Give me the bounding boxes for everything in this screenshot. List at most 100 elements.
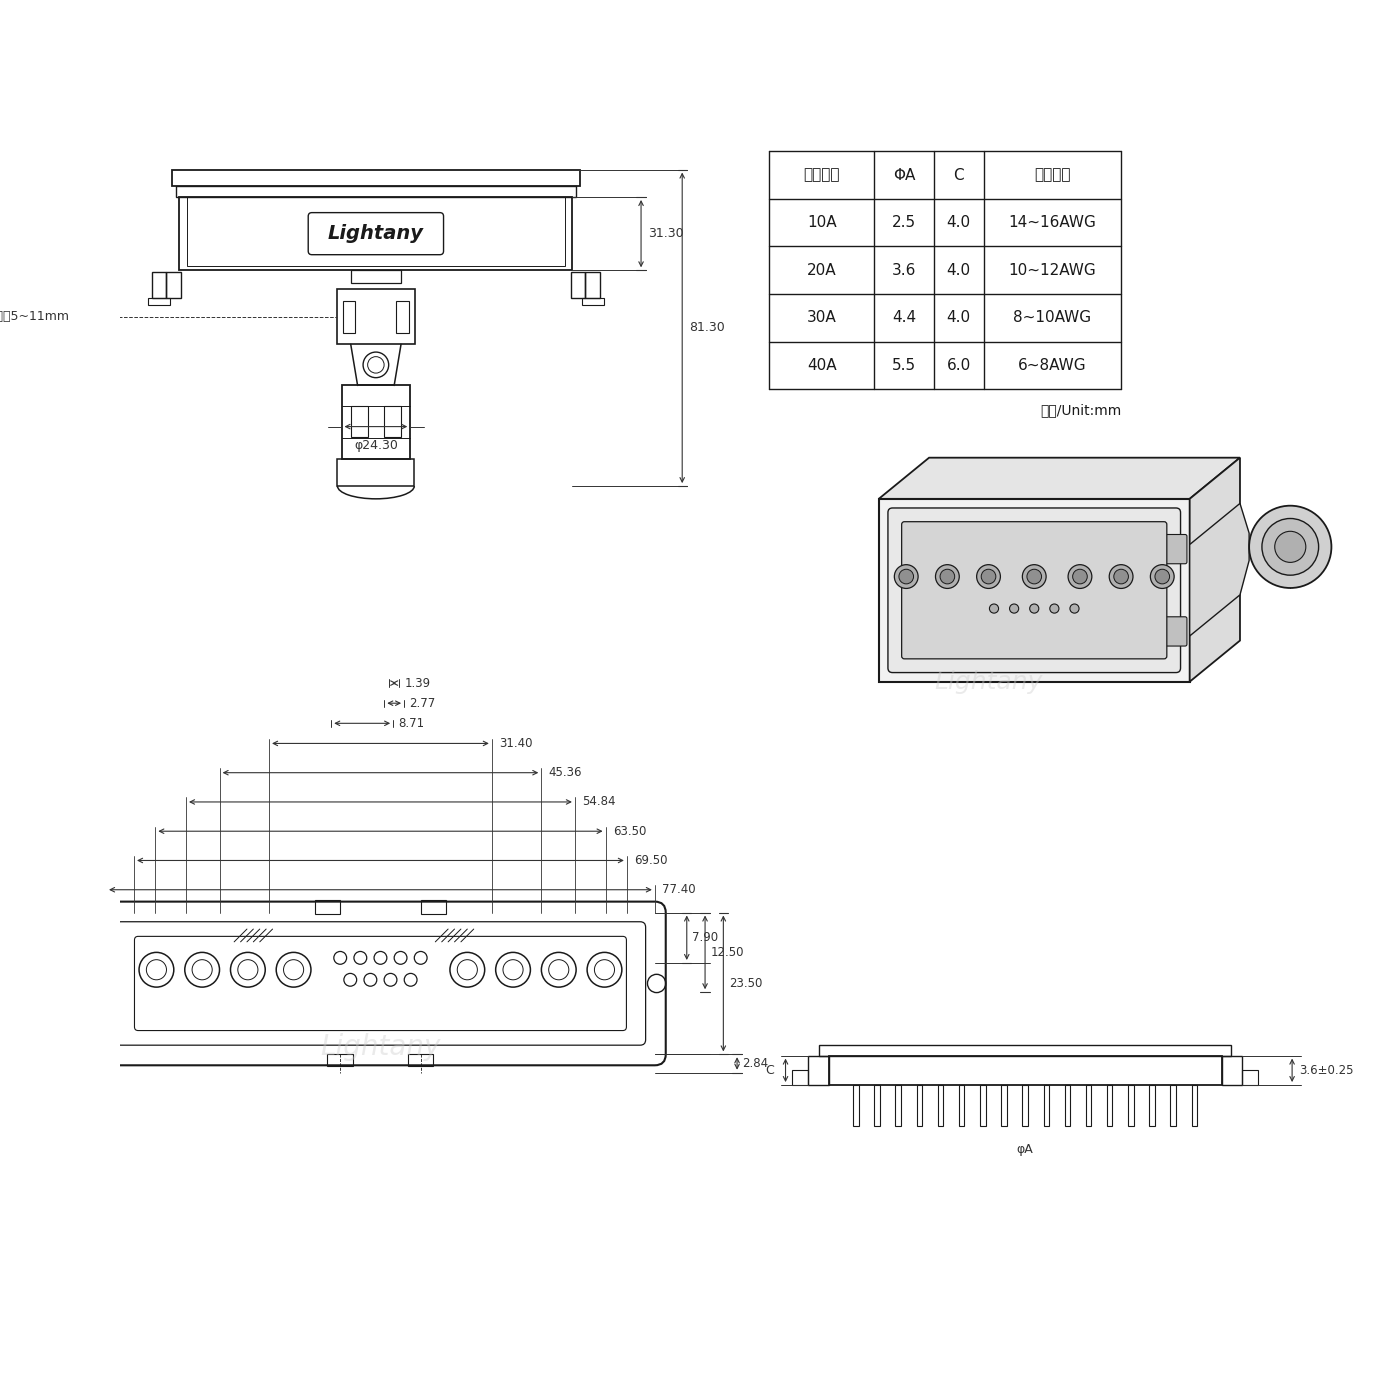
Text: φ24.30: φ24.30 xyxy=(354,440,398,452)
Bar xyxy=(581,298,603,305)
Bar xyxy=(337,459,414,486)
Circle shape xyxy=(1261,518,1319,575)
Text: 31.40: 31.40 xyxy=(498,736,532,750)
FancyBboxPatch shape xyxy=(1161,617,1187,645)
FancyBboxPatch shape xyxy=(888,508,1180,672)
Text: ΦA: ΦA xyxy=(893,168,916,182)
Bar xyxy=(407,1054,434,1067)
Circle shape xyxy=(1072,570,1088,584)
Text: 2.5: 2.5 xyxy=(892,216,916,230)
Bar xyxy=(351,406,368,437)
Bar xyxy=(1043,1085,1049,1126)
Bar xyxy=(1086,1085,1091,1126)
Bar xyxy=(585,272,601,298)
Text: Lightany: Lightany xyxy=(934,669,1043,694)
Text: 2.84: 2.84 xyxy=(742,1057,769,1070)
Circle shape xyxy=(977,564,1001,588)
Circle shape xyxy=(1155,570,1169,584)
Text: 69.50: 69.50 xyxy=(634,854,668,867)
Bar xyxy=(351,270,400,283)
Text: 3.6: 3.6 xyxy=(892,263,916,277)
Circle shape xyxy=(1275,531,1306,563)
Circle shape xyxy=(1068,564,1092,588)
Polygon shape xyxy=(1190,504,1249,636)
FancyBboxPatch shape xyxy=(95,902,666,1065)
FancyBboxPatch shape xyxy=(115,921,645,1046)
Bar xyxy=(1001,1085,1007,1126)
Bar xyxy=(959,1085,965,1126)
Text: 12.50: 12.50 xyxy=(711,946,743,959)
Text: C: C xyxy=(953,168,965,182)
Bar xyxy=(167,272,181,298)
FancyBboxPatch shape xyxy=(902,522,1166,659)
Text: 23.50: 23.50 xyxy=(729,977,762,990)
Text: 8.71: 8.71 xyxy=(399,717,424,729)
Text: 出线吆5~11mm: 出线吆5~11mm xyxy=(0,311,70,323)
Circle shape xyxy=(1109,564,1133,588)
Bar xyxy=(315,900,340,914)
Bar xyxy=(151,272,167,298)
Circle shape xyxy=(939,570,955,584)
Circle shape xyxy=(1022,564,1046,588)
Text: 14~16AWG: 14~16AWG xyxy=(1008,216,1096,230)
Bar xyxy=(420,900,447,914)
Text: 单位/Unit:mm: 单位/Unit:mm xyxy=(1040,403,1121,417)
Text: 10~12AWG: 10~12AWG xyxy=(1008,263,1096,277)
Bar xyxy=(875,1085,879,1126)
Text: 线材规格: 线材规格 xyxy=(1035,168,1071,182)
Text: C: C xyxy=(764,1064,774,1077)
Polygon shape xyxy=(879,498,1190,682)
Circle shape xyxy=(1028,570,1042,584)
Polygon shape xyxy=(879,458,1240,498)
Circle shape xyxy=(981,570,995,584)
Circle shape xyxy=(1009,603,1019,613)
Text: 6~8AWG: 6~8AWG xyxy=(1018,358,1086,372)
Text: 63.50: 63.50 xyxy=(613,825,647,837)
Polygon shape xyxy=(1190,458,1240,682)
Text: 2.77: 2.77 xyxy=(409,697,435,710)
Bar xyxy=(148,298,171,305)
FancyBboxPatch shape xyxy=(134,937,626,1030)
Text: 4.4: 4.4 xyxy=(892,311,916,325)
Bar xyxy=(1222,1056,1242,1085)
Text: 7.90: 7.90 xyxy=(692,931,718,944)
Circle shape xyxy=(935,564,959,588)
Bar xyxy=(829,1056,1222,1085)
Text: 20A: 20A xyxy=(806,263,836,277)
Text: 8~10AWG: 8~10AWG xyxy=(1014,311,1092,325)
Circle shape xyxy=(1070,603,1079,613)
Circle shape xyxy=(895,564,918,588)
Bar xyxy=(1107,1085,1113,1126)
Bar xyxy=(179,197,573,270)
Bar xyxy=(1022,1085,1028,1126)
Circle shape xyxy=(990,603,998,613)
Bar xyxy=(1149,1085,1155,1126)
Bar xyxy=(571,272,585,298)
Text: 77.40: 77.40 xyxy=(662,883,696,896)
Text: 1.39: 1.39 xyxy=(405,676,431,690)
Bar xyxy=(819,1044,1231,1056)
Circle shape xyxy=(1029,603,1039,613)
Circle shape xyxy=(1151,564,1175,588)
Text: 4.0: 4.0 xyxy=(946,311,970,325)
Bar xyxy=(792,1071,808,1085)
Bar xyxy=(917,1085,923,1126)
Bar xyxy=(808,1056,829,1085)
Text: 4.0: 4.0 xyxy=(946,216,970,230)
Bar xyxy=(343,301,356,333)
Text: 81.30: 81.30 xyxy=(690,322,725,335)
Text: 3.6±0.25: 3.6±0.25 xyxy=(1299,1064,1354,1077)
Text: 45.36: 45.36 xyxy=(549,766,582,780)
Bar xyxy=(1191,1085,1197,1126)
Text: 31.30: 31.30 xyxy=(648,227,685,241)
Circle shape xyxy=(1050,603,1058,613)
Text: φA: φA xyxy=(1016,1142,1033,1155)
Circle shape xyxy=(899,570,914,584)
Bar xyxy=(853,1085,858,1126)
Circle shape xyxy=(1114,570,1128,584)
Bar xyxy=(186,197,566,266)
Bar xyxy=(980,1085,986,1126)
Text: Lightany: Lightany xyxy=(321,1033,441,1061)
Bar xyxy=(938,1085,944,1126)
Bar xyxy=(328,1054,353,1067)
